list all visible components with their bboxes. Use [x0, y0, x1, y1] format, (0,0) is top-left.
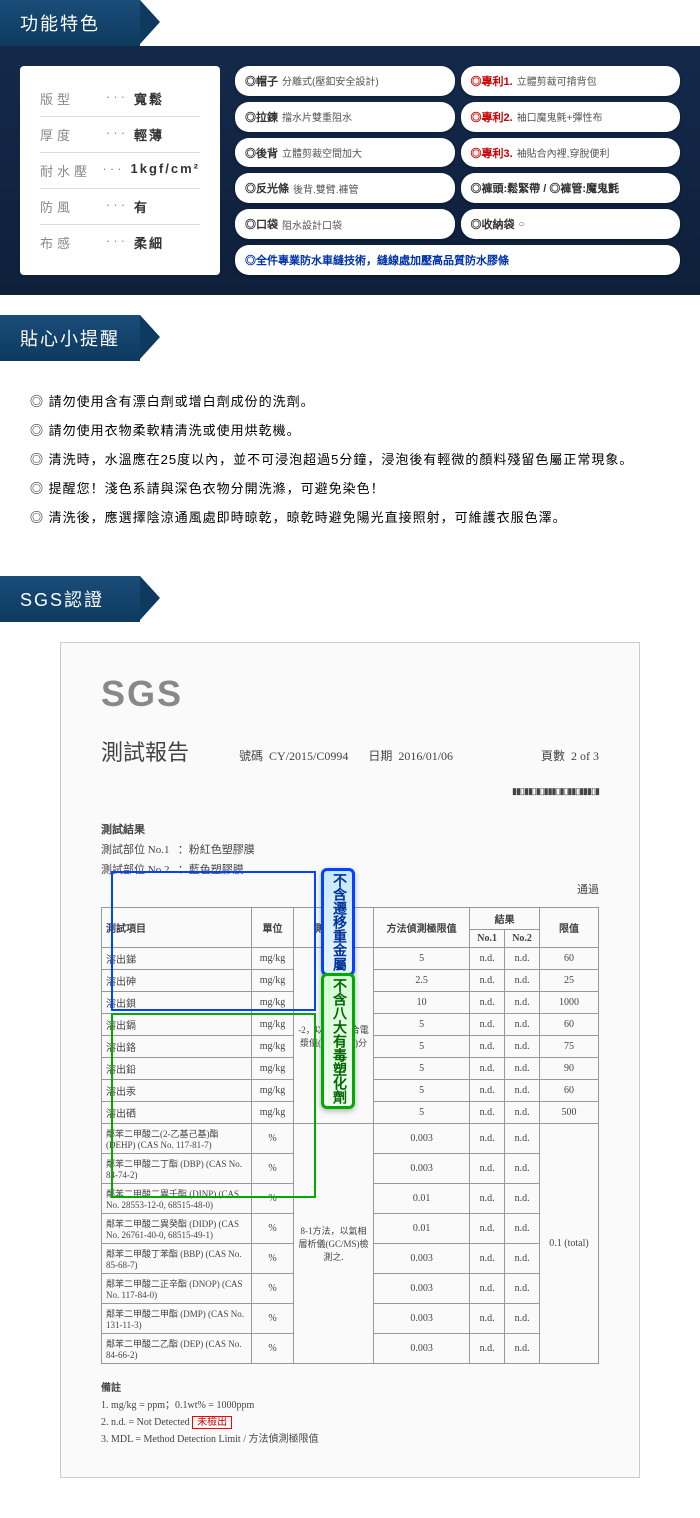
feature-pill: ◎專利3. 袖貼合內裡,穿脫便利: [461, 138, 681, 168]
spec-label: 厚度: [40, 125, 100, 144]
feature-desc: 袖貼合內裡,穿脫便利: [517, 145, 610, 160]
feature-title: ◎褲頭:鬆緊帶 / ◎褲管:魔鬼氈: [471, 180, 620, 196]
tips-box: 請勿使用含有漂白劑或增白劑成份的洗劑。請勿使用衣物柔軟精清洗或使用烘乾機。清洗時…: [0, 361, 700, 556]
feature-title: ◎帽子: [245, 73, 278, 89]
feature-title: ◎專利2.: [471, 109, 513, 125]
feature-wide-text: ◎全件專業防水車縫技術，縫線處加壓高品質防水膠條: [245, 252, 509, 268]
tips-title: 貼心小提醒: [0, 315, 140, 361]
spec-value: 柔細: [134, 233, 164, 252]
feature-pill: ◎褲頭:鬆緊帶 / ◎褲管:魔鬼氈: [461, 173, 681, 203]
feature-wide: ◎全件專業防水車縫技術，縫線處加壓高品質防水膠條: [235, 245, 680, 275]
feature-desc: ○: [519, 219, 525, 230]
date-label: 日期: [368, 749, 392, 763]
features-box: 版型···寬鬆厚度···輕薄耐水壓···1kgf/cm²防風···有布感···柔…: [0, 46, 700, 295]
spec-label: 布感: [40, 233, 100, 252]
not-detected-box: 未檢出: [192, 1416, 232, 1429]
feature-desc: 袖口魔鬼氈+彈性布: [517, 109, 603, 124]
code-label: 號碼: [239, 749, 263, 763]
code-value: CY/2015/C0994: [269, 749, 348, 763]
tip-item: 請勿使用含有漂白劑或增白劑成份的洗劑。: [30, 386, 670, 415]
feature-title: ◎收納袋: [471, 216, 515, 232]
date-value: 2016/01/06: [398, 749, 453, 763]
spec-value: 1kgf/cm²: [131, 161, 200, 180]
result-title: 測試結果: [101, 821, 599, 837]
feature-pill: ◎專利2. 袖口魔鬼氈+彈性布: [461, 102, 681, 132]
spec-label: 版型: [40, 89, 100, 108]
features-title: 功能特色: [0, 0, 140, 46]
spec-value: 有: [134, 197, 149, 216]
spec-label: 防風: [40, 197, 100, 216]
tip-item: 提醒您！淺色系請與深色衣物分開洗滌，可避免染色！: [30, 473, 670, 502]
feature-pill: ◎後背立體剪裁空間加大: [235, 138, 455, 168]
feature-title: ◎專利3.: [471, 145, 513, 161]
feature-title: ◎拉鍊: [245, 109, 278, 125]
feature-title: ◎後背: [245, 145, 278, 161]
part1: 測試部位 No.1 ：粉紅色塑膠膜: [101, 841, 599, 857]
page-value: 2 of 3: [571, 749, 599, 763]
feature-desc: 立體剪裁可揹背包: [517, 73, 597, 88]
feature-pill: ◎收納袋 ○: [461, 209, 681, 239]
spec-card: 版型···寬鬆厚度···輕薄耐水壓···1kgf/cm²防風···有布感···柔…: [20, 66, 220, 275]
page-label: 頁數: [541, 749, 565, 763]
feature-desc: 阻水設計口袋: [282, 217, 342, 232]
feature-title: ◎反光條: [245, 180, 289, 196]
sgs-header: 測試報告 號碼 CY/2015/C0994 日期 2016/01/06 頁數 2…: [101, 735, 599, 767]
feature-desc: 立體剪裁空間加大: [282, 145, 362, 160]
spec-value: 寬鬆: [134, 89, 164, 108]
feature-pill: ◎口袋阻水設計口袋: [235, 209, 455, 239]
tips-section: 貼心小提醒 請勿使用含有漂白劑或增白劑成份的洗劑。請勿使用衣物柔軟精清洗或使用烘…: [0, 315, 700, 556]
spec-row: 布感···柔細: [40, 225, 200, 260]
spec-row: 厚度···輕薄: [40, 117, 200, 153]
feature-pill: ◎專利1. 立體剪裁可揹背包: [461, 66, 681, 96]
tip-item: 請勿使用衣物柔軟精清洗或使用烘乾機。: [30, 415, 670, 444]
sgs-document: SGS 測試報告 號碼 CY/2015/C0994 日期 2016/01/06 …: [60, 642, 640, 1478]
spec-row: 耐水壓···1kgf/cm²: [40, 153, 200, 189]
feature-pill: ◎帽子分離式(壓釦安全設計): [235, 66, 455, 96]
tip-item: 清洗時，水溫應在25度以內，並不可浸泡超過5分鐘，浸泡後有輕微的顏料殘留色屬正常…: [30, 444, 670, 473]
sgs-logo: SGS: [101, 673, 599, 715]
feature-desc: 擋水片雙重阻水: [282, 109, 352, 124]
note-3: 3. MDL = Method Detection Limit / 方法偵測極限…: [101, 1430, 599, 1445]
features-section: 功能特色 版型···寬鬆厚度···輕薄耐水壓···1kgf/cm²防風···有布…: [0, 0, 700, 295]
spec-row: 防風···有: [40, 189, 200, 225]
tip-item: 清洗後，應選擇陰涼通風處即時晾乾，晾乾時避免陽光直接照射，可維護衣服色澤。: [30, 502, 670, 531]
feature-pill: ◎拉鍊擋水片雙重阻水: [235, 102, 455, 132]
barcode: ▮▮▯▮▮▯▮▯▮▮▮▯▮▯▮▮▯▮▮▮▯▮: [101, 787, 599, 797]
note-1: 1. mg/kg = ppm；0.1wt% = 1000ppm: [101, 1396, 599, 1411]
spec-row: 版型···寬鬆: [40, 81, 200, 117]
report-title: 測試報告: [101, 735, 189, 767]
note-2: 2. n.d. = Not Detected 未檢出: [101, 1413, 599, 1428]
feature-title: ◎口袋: [245, 216, 278, 232]
spec-value: 輕薄: [134, 125, 164, 144]
feature-desc: 後背.雙臂.褲管: [293, 181, 359, 196]
feature-grid: ◎帽子分離式(壓釦安全設計)◎專利1.立體剪裁可揹背包◎拉鍊擋水片雙重阻水◎專利…: [235, 66, 680, 275]
feature-desc: 分離式(壓釦安全設計): [282, 73, 379, 88]
sgs-title: SGS認證: [0, 576, 140, 622]
notes: 備註 1. mg/kg = ppm；0.1wt% = 1000ppm 2. n.…: [101, 1379, 599, 1445]
overlay-no-heavy-metals: 不含遷移重金屬: [321, 868, 355, 976]
notes-title: 備註: [101, 1379, 599, 1394]
sgs-box: SGS 測試報告 號碼 CY/2015/C0994 日期 2016/01/06 …: [0, 622, 700, 1498]
overlay-no-plasticizers: 不含八大有毒塑化劑: [321, 973, 355, 1109]
feature-title: ◎專利1.: [471, 73, 513, 89]
feature-pill: ◎反光條後背.雙臂.褲管: [235, 173, 455, 203]
spec-label: 耐水壓: [40, 161, 97, 180]
sgs-section: SGS認證 SGS 測試報告 號碼 CY/2015/C0994 日期 2016/…: [0, 576, 700, 1498]
